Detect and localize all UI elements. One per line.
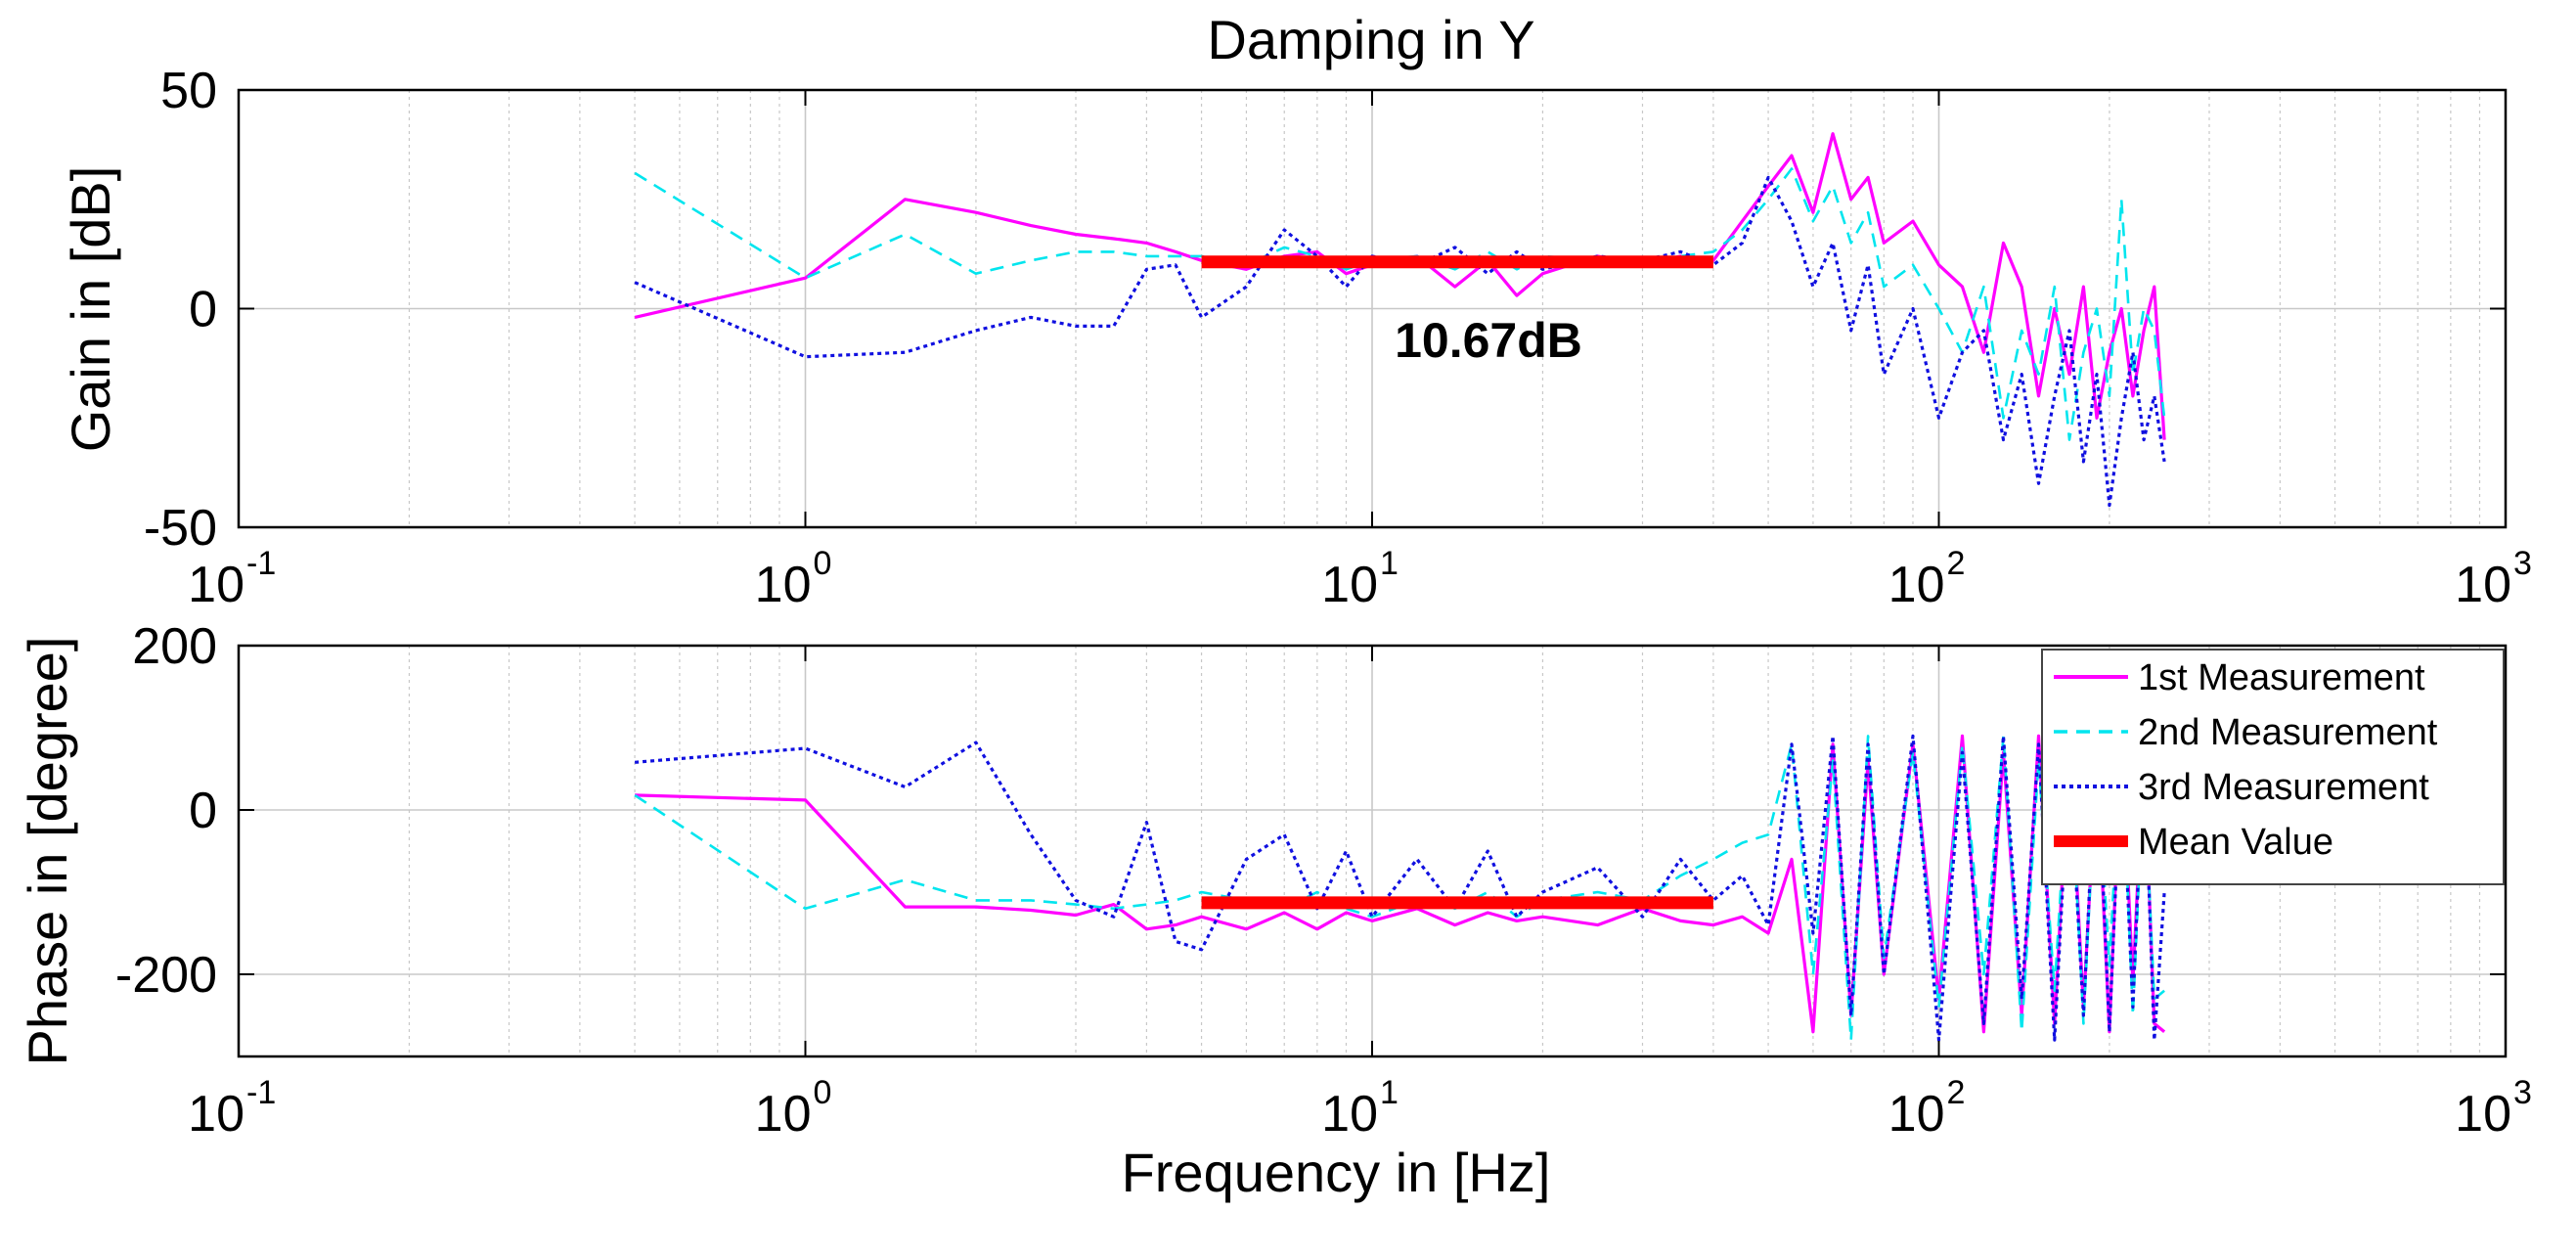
- gain-xtick-base: 10: [1888, 557, 1945, 613]
- phase-xtick-exponent: 0: [814, 1074, 832, 1111]
- legend-label-3: 3rd Measurement: [2138, 767, 2429, 808]
- gain-y-ticks: -50 0 50: [144, 63, 2506, 557]
- phase-xtick-base: 10: [188, 1086, 244, 1143]
- phase-xtick-exponent: 1: [1380, 1074, 1399, 1111]
- gain-series: [634, 132, 2166, 508]
- phase-xtick-exponent: 3: [2513, 1074, 2532, 1111]
- phase-xtick-label: 10 1: [1321, 1074, 1399, 1143]
- gain-xtick-label: 10 2: [1888, 545, 1966, 613]
- gain-series-2: [634, 167, 2166, 441]
- legend-label-1: 1st Measurement: [2138, 657, 2425, 698]
- phase-xtick-base: 10: [1321, 1086, 1378, 1143]
- gain-ytick-label: -50: [144, 500, 217, 557]
- legend-item-4: Mean Value: [2054, 822, 2333, 863]
- legend-item-2: 2nd Measurement: [2054, 712, 2438, 753]
- gain-xtick-base: 10: [1321, 557, 1378, 613]
- phase-xtick-base: 10: [755, 1086, 812, 1143]
- gain-xtick-base: 10: [755, 557, 812, 613]
- gain-xtick-exponent: 3: [2513, 545, 2532, 582]
- gain-xtick-exponent: 0: [814, 545, 832, 582]
- gain-xtick-label: 10 3: [2455, 545, 2532, 613]
- phase-xtick-label: 10 -1: [188, 1074, 276, 1143]
- phase-xtick-label: 10 2: [1888, 1074, 1966, 1143]
- gain-xtick-label: 10 -1: [188, 545, 276, 613]
- gain-xtick-exponent: -1: [246, 545, 276, 582]
- chart-title: Damping in Y: [1207, 9, 1534, 70]
- phase-xtick-exponent: -1: [246, 1074, 276, 1111]
- phase-ytick-label: 200: [132, 618, 217, 675]
- phase-xtick-label: 10 0: [755, 1074, 832, 1143]
- gain-series-1: [634, 132, 2166, 440]
- phase-ytick-label: -200: [115, 947, 217, 1004]
- phase-x-ticks: 10 -1 10 0 10 1 10 2 10 3: [188, 646, 2532, 1143]
- gain-x-ticks: 10 -1 10 0 10 1 10 2 10 3: [188, 90, 2532, 613]
- gain-xtick-exponent: 1: [1380, 545, 1399, 582]
- legend-item-1: 1st Measurement: [2054, 657, 2425, 698]
- phase-xtick-exponent: 2: [1947, 1074, 1966, 1111]
- phase-xtick-base: 10: [1888, 1086, 1945, 1143]
- phase-y-ticks: -200 0 200: [115, 618, 2506, 1004]
- legend-label-4: Mean Value: [2138, 822, 2333, 863]
- mean-annotation: 10.67dB: [1395, 313, 1582, 368]
- gain-ytick-label: 0: [189, 282, 217, 338]
- gain-series-3: [634, 175, 2166, 508]
- gain-xtick-label: 10 1: [1321, 545, 1399, 613]
- phase-xtick-base: 10: [2455, 1086, 2511, 1143]
- gain-xtick-label: 10 0: [755, 545, 832, 613]
- legend: 1st Measurement 2nd Measurement 3rd Measur…: [2041, 649, 2505, 885]
- gain-ytick-label: 50: [160, 63, 217, 119]
- phase-xtick-label: 10 3: [2455, 1074, 2532, 1143]
- gain-xtick-base: 10: [188, 557, 244, 613]
- x-axis-label: Frequency in [Hz]: [1122, 1142, 1551, 1203]
- gain-xtick-base: 10: [2455, 557, 2511, 613]
- phase-ytick-label: 0: [189, 783, 217, 839]
- legend-item-3: 3rd Measurement: [2054, 767, 2429, 808]
- phase-y-axis-label: Phase in [degree]: [17, 637, 78, 1066]
- gain-y-axis-label: Gain in [dB]: [60, 166, 121, 453]
- gain-xtick-exponent: 2: [1947, 545, 1966, 582]
- legend-label-2: 2nd Measurement: [2138, 712, 2438, 753]
